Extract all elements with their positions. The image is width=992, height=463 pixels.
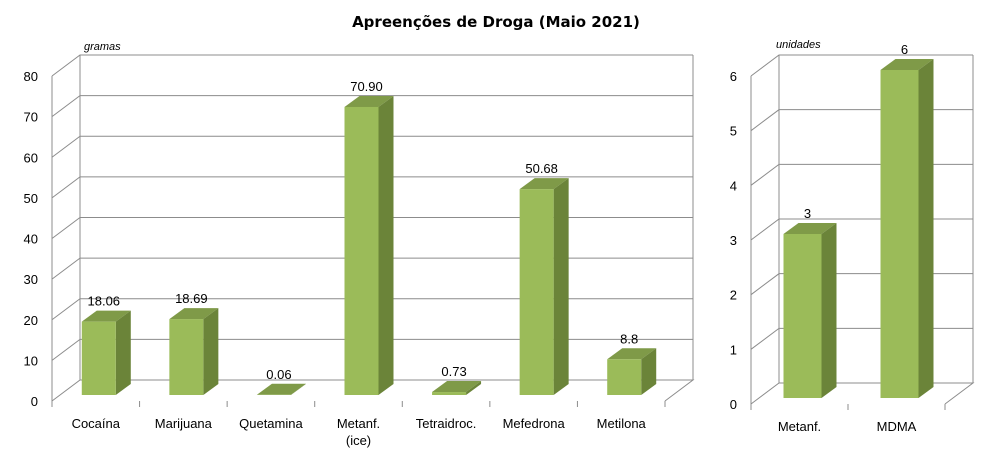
chart-panel-2: unidades 0 1 2 3 4 5 6 3 Metanf. 6 MDMA — [730, 39, 975, 434]
category-label: Mefedrona — [503, 416, 566, 431]
category-label: Tetraidroc. — [416, 416, 477, 431]
data-label: 6 — [901, 42, 908, 57]
y-tick-label: 0 — [730, 397, 737, 412]
category-label: Quetamina — [239, 416, 303, 431]
category-label-line: Marijuana — [155, 416, 213, 431]
category-label-line: Metilona — [597, 416, 647, 431]
bar-top — [432, 381, 482, 393]
gridline — [750, 163, 973, 186]
y-tick-label: 60 — [24, 150, 38, 165]
bar-top — [256, 383, 306, 395]
category-label: Cocaína — [72, 416, 121, 431]
category-label-line: Quetamina — [239, 416, 303, 431]
bar-side — [378, 95, 394, 395]
bar-side — [821, 223, 837, 398]
y-tick-label: 40 — [24, 232, 38, 247]
category-label-line: Tetraidroc. — [416, 416, 477, 431]
bar-side — [115, 310, 131, 395]
bar-front — [880, 70, 919, 398]
y-tick-label: 3 — [730, 233, 737, 248]
data-label: 3 — [804, 206, 811, 221]
category-label: MDMA — [877, 419, 917, 434]
y-tick-label: 1 — [730, 342, 737, 357]
bar — [607, 348, 657, 395]
bar-side — [553, 178, 569, 395]
chart-panel-1: gramas 0 10 20 30 40 50 60 70 80 18.06 Cocaína 18.69… — [24, 41, 695, 448]
data-label: 50.68 — [525, 161, 558, 176]
bar-top — [81, 310, 131, 322]
gridline — [750, 54, 973, 77]
bar-front — [344, 106, 379, 395]
chart-title: Apreenções de Droga (Maio 2021) — [352, 13, 640, 31]
floor-outline — [750, 382, 975, 405]
y-tick-label: 20 — [24, 313, 38, 328]
category-label: Metanf. — [778, 419, 821, 434]
bar-front — [519, 189, 554, 395]
bar-top — [519, 178, 569, 190]
data-label: 18.06 — [88, 294, 121, 309]
bar-top — [607, 348, 657, 360]
chart-panels: gramas0102030405060708018.06Cocaína18.69… — [24, 39, 975, 448]
data-label: 0.73 — [441, 364, 466, 379]
bar-top — [169, 308, 219, 320]
bar-front — [81, 321, 116, 395]
category-label: Metanf. (ice) — [337, 416, 380, 448]
bar-side — [918, 59, 934, 398]
bar-top — [344, 95, 394, 107]
gridline — [51, 54, 693, 77]
y-tick-label: 50 — [24, 191, 38, 206]
data-label: 70.90 — [350, 79, 383, 94]
unit-label: unidades — [776, 39, 821, 51]
data-label: 0.06 — [266, 367, 291, 382]
bar — [432, 381, 482, 395]
bar — [783, 223, 837, 398]
y-tick-label: 4 — [730, 178, 737, 193]
bar-top — [783, 223, 837, 234]
bar-front — [607, 359, 642, 395]
bar-side — [290, 383, 306, 395]
bar — [256, 383, 306, 395]
unit-label: gramas — [84, 41, 121, 53]
y-tick-label: 2 — [730, 288, 737, 303]
bar-side — [641, 348, 657, 395]
y-tick-label: 0 — [31, 394, 38, 409]
bar-side — [203, 308, 219, 395]
bar — [169, 308, 219, 395]
data-label: 18.69 — [175, 291, 208, 306]
bar-top — [880, 59, 934, 70]
y-tick-label: 6 — [730, 69, 737, 84]
bar-front — [169, 319, 204, 395]
bar-side — [466, 381, 482, 395]
category-label-line: MDMA — [877, 419, 917, 434]
y-tick-label: 80 — [24, 69, 38, 84]
bar-front — [432, 392, 467, 395]
bar-front — [783, 234, 822, 398]
data-label: 8.8 — [620, 331, 638, 346]
y-tick-label: 30 — [24, 272, 38, 287]
category-label: Metilona — [597, 416, 647, 431]
gridline — [750, 109, 973, 132]
category-label-line: Metanf. — [337, 416, 380, 431]
category-label: Marijuana — [155, 416, 213, 431]
category-label-line: (ice) — [346, 433, 371, 448]
bar — [519, 178, 569, 395]
y-tick-label: 10 — [24, 353, 38, 368]
category-label-line: Cocaína — [72, 416, 121, 431]
category-label-line: Metanf. — [778, 419, 821, 434]
y-tick-label: 70 — [24, 110, 38, 125]
bar — [81, 310, 131, 395]
category-label-line: Mefedrona — [503, 416, 566, 431]
y-tick-label: 5 — [730, 124, 737, 139]
bar — [880, 59, 934, 398]
bar — [344, 95, 394, 395]
